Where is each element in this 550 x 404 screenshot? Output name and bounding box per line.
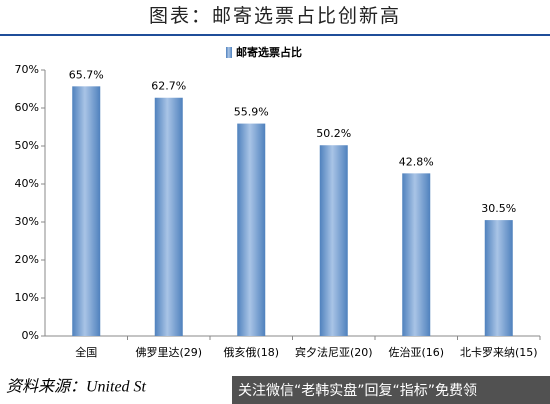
bar bbox=[154, 97, 183, 337]
value-label: 65.7% bbox=[69, 68, 104, 81]
value-label: 30.5% bbox=[481, 202, 516, 215]
x-tick-label: 俄亥俄(18) bbox=[223, 345, 279, 359]
y-tick-label: 10% bbox=[15, 291, 39, 304]
bar bbox=[484, 220, 513, 336]
value-label: 42.8% bbox=[399, 155, 434, 168]
x-tick-label: 全国 bbox=[75, 345, 97, 359]
source: 资料来源：United St bbox=[6, 378, 147, 396]
y-tick-label: 30% bbox=[15, 215, 39, 228]
legend-swatch bbox=[226, 47, 232, 58]
y-tick-label: 50% bbox=[15, 139, 39, 152]
y-tick-label: 20% bbox=[15, 253, 39, 266]
x-tick-label: 佐治亚(16) bbox=[388, 345, 444, 359]
bar bbox=[402, 173, 431, 336]
x-tick-label: 北卡罗来纳(15) bbox=[460, 346, 538, 359]
bar bbox=[72, 86, 101, 336]
y-tick-label: 70% bbox=[15, 63, 39, 76]
legend-label: 邮寄选票占比 bbox=[236, 45, 302, 59]
value-label: 55.9% bbox=[234, 106, 269, 119]
bar bbox=[319, 145, 348, 336]
x-tick-label: 佛罗里达(29) bbox=[135, 346, 202, 359]
y-tick-label: 60% bbox=[15, 101, 39, 114]
value-label: 62.7% bbox=[151, 80, 186, 93]
bar bbox=[237, 123, 266, 336]
x-tick-label: 宾夕法尼亚(20) bbox=[295, 345, 373, 359]
watermark-bg bbox=[232, 376, 550, 404]
chart-title: 图表：邮寄选票占比创新高 bbox=[149, 5, 401, 27]
y-tick-label: 40% bbox=[15, 177, 39, 190]
y-tick-label: 0% bbox=[22, 329, 39, 342]
value-label: 50.2% bbox=[316, 127, 351, 140]
watermark: 关注微信“老韩实盘”回复“指标”免费领 bbox=[238, 382, 477, 399]
